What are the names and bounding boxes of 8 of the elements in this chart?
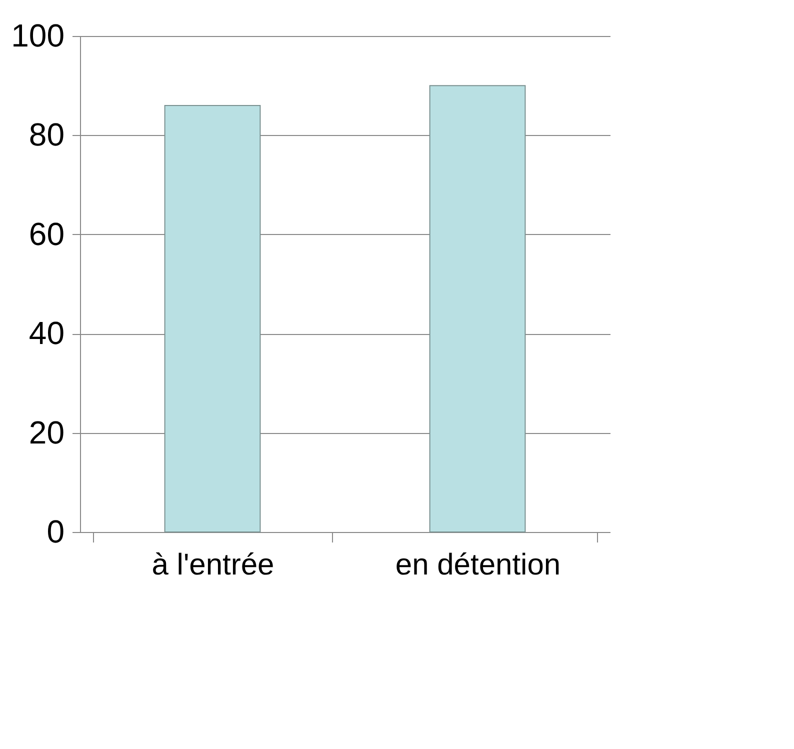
y-tick-label: 100 (11, 18, 64, 54)
y-tick-label: 40 (28, 315, 64, 352)
y-tick-label: 80 (28, 116, 64, 153)
x-tick-label: en détention (395, 548, 561, 582)
y-tick-label: 0 (46, 514, 64, 550)
y-tick-label: 60 (28, 216, 64, 252)
y-tick-label: 20 (28, 414, 64, 450)
x-tick-label: à l'entrée (152, 548, 274, 582)
